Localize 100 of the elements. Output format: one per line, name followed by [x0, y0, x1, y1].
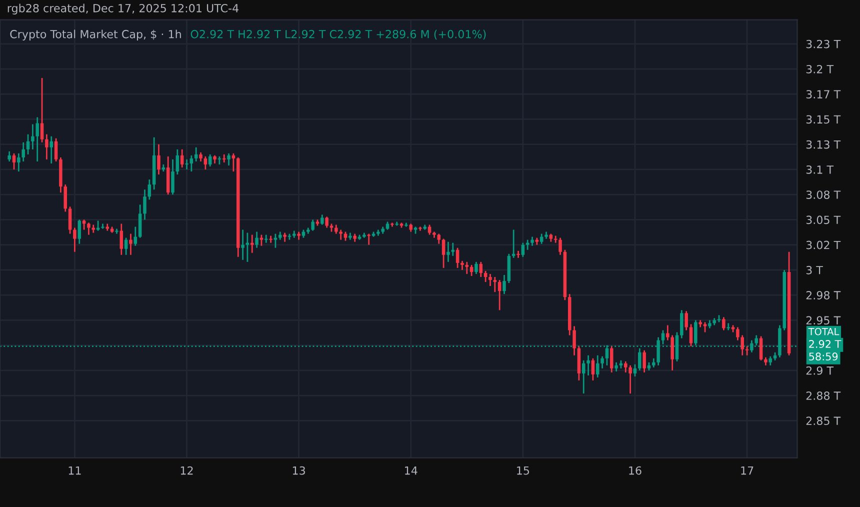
- candlestick: [320, 214, 324, 226]
- candlestick: [78, 219, 82, 245]
- x-tick-label: 17: [741, 466, 754, 475]
- y-tick-label: 3.02 T: [806, 240, 841, 250]
- candlestick: [31, 124, 34, 150]
- text: rgb28 created, Dec 17, 2025 12:01 UTC-4: [8, 4, 238, 15]
- candlestick: [484, 270, 488, 283]
- text: 2.92 T: [809, 340, 842, 348]
- candlestick: [73, 227, 76, 253]
- candlestick: [124, 237, 128, 256]
- candlestick: [610, 346, 614, 374]
- candlestick: [264, 234, 268, 244]
- candlestick: [255, 231, 258, 249]
- candlestick: [339, 229, 342, 240]
- candlestick: [274, 233, 278, 249]
- candlestick: [465, 261, 469, 275]
- candlestick: [8, 150, 11, 162]
- candlestick: [502, 274, 506, 295]
- candlestick: [283, 232, 286, 243]
- candlestick: [582, 360, 586, 394]
- candlestick: [670, 334, 674, 372]
- candlestick: [26, 134, 30, 156]
- candlestick: [726, 322, 730, 331]
- candlestick: [624, 360, 628, 374]
- candlestick: [334, 224, 338, 234]
- candlestick: [768, 356, 772, 366]
- candlestick: [759, 336, 763, 362]
- x-tick-label: 14: [405, 466, 418, 475]
- candlestick: [591, 358, 595, 382]
- candlestick: [204, 156, 208, 170]
- y-tick-label: 3.15 T: [806, 115, 841, 124]
- candlestick: [269, 235, 272, 244]
- y-tick-label: 3.08 T: [806, 190, 841, 199]
- candlestick: [101, 223, 104, 230]
- y-tick-label: 3 T: [806, 266, 823, 274]
- candlestick: [703, 321, 707, 333]
- candlestick: [628, 364, 632, 394]
- candlestick: [82, 219, 86, 230]
- x-tick-label: 11: [68, 466, 81, 475]
- candlestick: [530, 236, 534, 247]
- candlestick: [540, 233, 544, 245]
- candlestick: [134, 226, 138, 247]
- candlestick: [479, 261, 483, 278]
- y-tick-label: 2.9 T: [806, 366, 834, 375]
- x-tick-label: 13: [292, 466, 305, 475]
- y-tick-label: 2.95 T: [806, 316, 841, 325]
- x-tick-label: 16: [629, 466, 642, 475]
- candlestick: [199, 152, 202, 162]
- candlestick: [652, 358, 656, 368]
- candlestick: [190, 154, 194, 172]
- text: Crypto Total Market Cap, $ · 1h: [10, 30, 181, 40]
- candlestick: [222, 154, 226, 164]
- candlestick: [325, 216, 328, 228]
- candlestick: [218, 156, 222, 166]
- text: 58:59: [809, 352, 838, 360]
- y-tick-label: 3.23 T: [806, 40, 841, 48]
- candlestick: [96, 220, 100, 232]
- candlestick: [120, 223, 124, 256]
- candlestick: [227, 152, 230, 166]
- candlestick: [488, 273, 492, 287]
- candlestick: [45, 134, 48, 160]
- candlestick: [246, 232, 250, 263]
- candlestick: [87, 222, 90, 236]
- x-tick-label: 12: [180, 466, 193, 475]
- candlestick: [474, 261, 478, 275]
- candlestick: [36, 116, 39, 162]
- candlestick: [176, 148, 180, 176]
- candlestick: [680, 309, 684, 339]
- y-tick-label: 3.17 T: [806, 90, 841, 98]
- candlestick: [460, 260, 464, 271]
- candlestick: [442, 238, 446, 269]
- candlestick: [745, 346, 749, 356]
- candlestick: [344, 231, 348, 242]
- candlestick: [17, 152, 20, 172]
- candlestick: [208, 154, 212, 168]
- candlestick: [554, 235, 558, 244]
- candlestick: [22, 142, 25, 162]
- candlestick: [180, 148, 184, 168]
- candlestick: [526, 239, 530, 251]
- candlestick: [642, 350, 646, 374]
- candlestick: [470, 264, 474, 277]
- candlestick: [493, 276, 497, 293]
- x-tick-label: 15: [517, 466, 530, 475]
- y-tick-label: 3.1 T: [806, 165, 834, 174]
- candlestick: [311, 219, 314, 232]
- candlestick: [367, 233, 370, 246]
- candlestick: [689, 324, 693, 347]
- candlestick: [12, 152, 16, 170]
- candlestick: [185, 158, 188, 170]
- candlestick: [129, 233, 132, 256]
- candlestick: [148, 178, 152, 200]
- candlestick: [194, 146, 198, 162]
- candlestick: [138, 204, 142, 238]
- candlestick: [614, 362, 618, 372]
- candlestick: [171, 158, 174, 196]
- y-tick-label: 2.88 T: [806, 392, 841, 400]
- candlestick: [143, 188, 146, 220]
- candlestick: [684, 310, 688, 331]
- candlestick: [512, 229, 516, 259]
- candlestick: [446, 241, 450, 263]
